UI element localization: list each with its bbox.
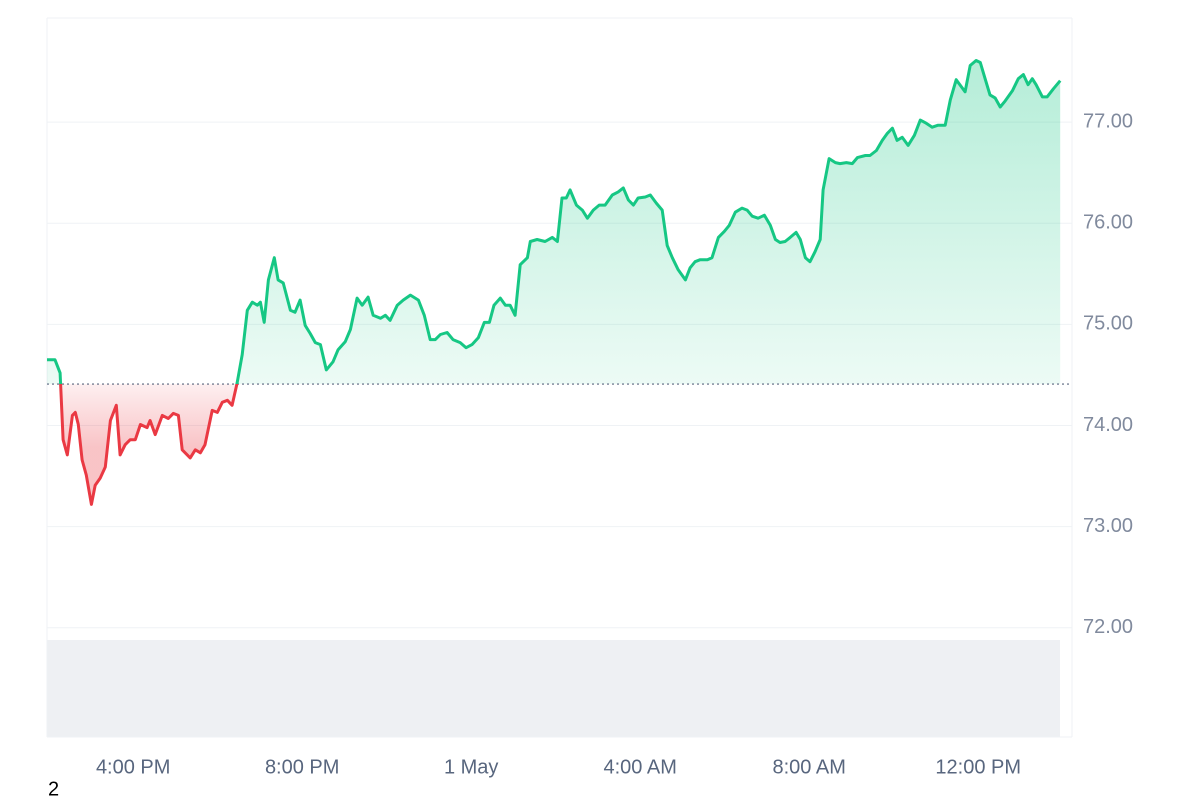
y-tick-label: 77.00 (1083, 110, 1133, 132)
price-line (47, 59, 1062, 506)
x-tick-label: 1 May (444, 756, 498, 778)
x-tick-label: 4:00 AM (604, 756, 677, 778)
x-tick-label: 8:00 AM (773, 756, 846, 778)
y-tick-label: 72.00 (1083, 616, 1133, 638)
y-tick-label: 73.00 (1083, 515, 1133, 537)
volume-area (47, 640, 1060, 737)
y-tick-label: 76.00 (1083, 212, 1133, 234)
x-tick-label: 4:00 PM (96, 756, 170, 778)
y-tick-label: 74.00 (1083, 414, 1133, 436)
x-tick-label: 8:00 PM (265, 756, 339, 778)
x-tick-label: 12:00 PM (935, 756, 1021, 778)
logo-text: 2 (48, 778, 59, 800)
price-area (47, 60, 1061, 505)
y-tick-label: 75.00 (1083, 313, 1133, 335)
